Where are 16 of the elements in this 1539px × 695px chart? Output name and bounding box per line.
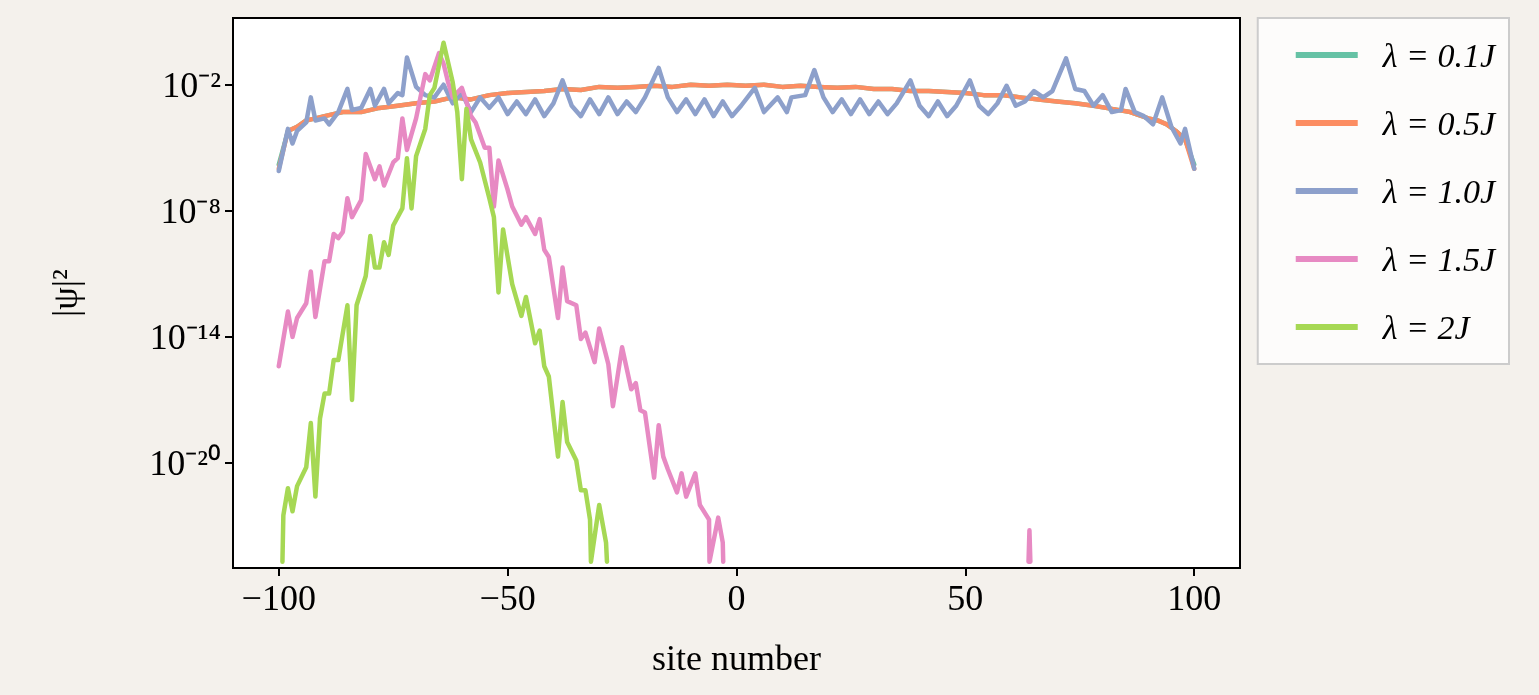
x-tick-label: −50	[479, 578, 536, 618]
legend-label: λ = 0.5J	[1381, 104, 1497, 142]
x-tick-label: 50	[947, 578, 984, 618]
legend-label: λ = 1.5J	[1381, 240, 1497, 278]
y-tick-label: 10⁻²⁰	[149, 442, 221, 483]
x-tick-label: 100	[1167, 578, 1222, 618]
x-axis-title: site number	[652, 638, 821, 678]
x-tick-label: 0	[727, 578, 746, 618]
legend-label: λ = 0.1J	[1381, 36, 1497, 74]
legend-label: λ = 1.0J	[1381, 172, 1497, 210]
legend-label: λ = 2J	[1381, 308, 1472, 346]
x-tick-label: −100	[241, 578, 316, 618]
y-tick-label: 10⁻²	[162, 64, 221, 105]
y-tick-label: 10⁻¹⁴	[149, 316, 221, 357]
y-tick-label: 10⁻⁸	[160, 190, 221, 231]
y-axis-title: |ψ|²	[45, 269, 85, 317]
